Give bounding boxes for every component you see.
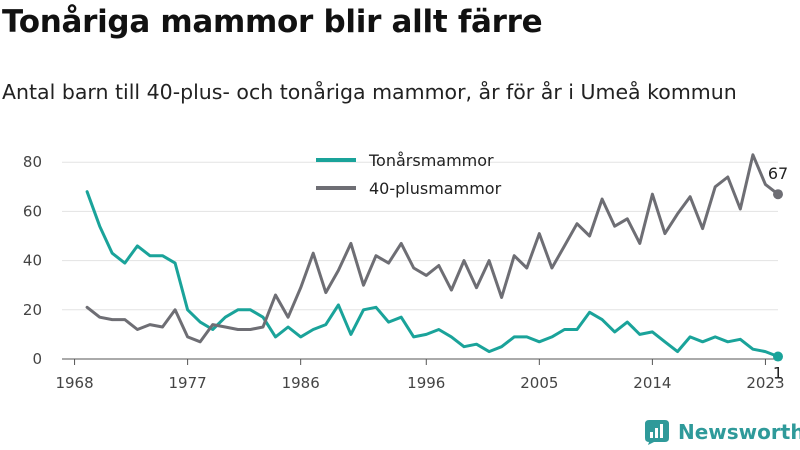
series-line-forty-plus [85,153,780,344]
chart-title: Tonåriga mammor blir allt färre [2,4,543,40]
brand-logo: Newsworthy [644,419,800,445]
x-tick-label: 2023 [746,374,784,392]
x-tick-label: 1996 [407,374,445,392]
x-tick-label: 1977 [169,374,207,392]
series-line-teen [85,190,780,358]
legend-label: Tonårsmammor [368,151,494,170]
y-tick-label: 20 [23,301,42,319]
end-point-marker [773,189,783,200]
x-tick-label: 1986 [282,374,320,392]
newsworthy-logo-icon [645,420,669,445]
brand-name: Newsworthy [678,420,800,444]
chart-subtitle: Antal barn till 40-plus- och tonåriga ma… [2,80,737,104]
legend-label: 40-plusmammor [369,179,502,198]
end-point-label: 67 [768,164,788,183]
end-point-marker [773,351,783,362]
y-tick-label: 80 [23,153,42,171]
y-tick-label: 0 [32,350,42,368]
x-tick-label: 1968 [55,374,93,392]
x-tick-label: 2014 [633,374,671,392]
y-tick-label: 60 [23,202,42,220]
y-tick-label: 40 [23,252,42,270]
x-tick-label: 2005 [520,374,558,392]
end-point-label: 1 [773,364,783,383]
